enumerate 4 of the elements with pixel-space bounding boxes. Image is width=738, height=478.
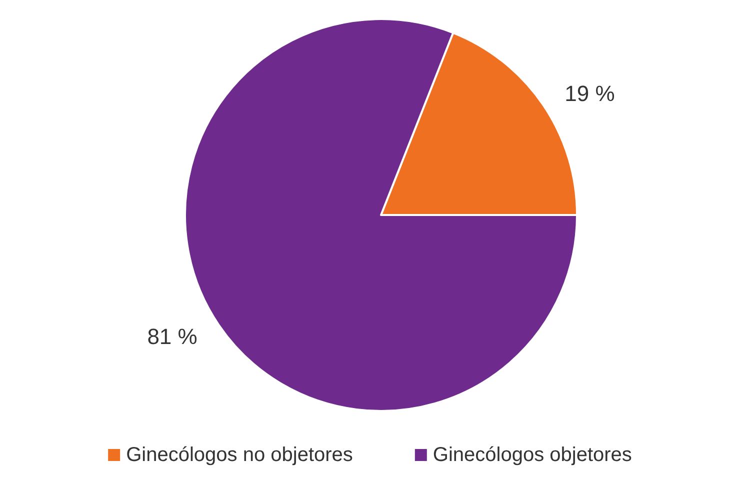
data-label: 19 % xyxy=(564,81,615,106)
data-label: 81 % xyxy=(147,324,198,349)
legend-label: Ginecólogos no objetores xyxy=(126,444,353,466)
legend-label: Ginecólogos objetores xyxy=(432,444,632,466)
